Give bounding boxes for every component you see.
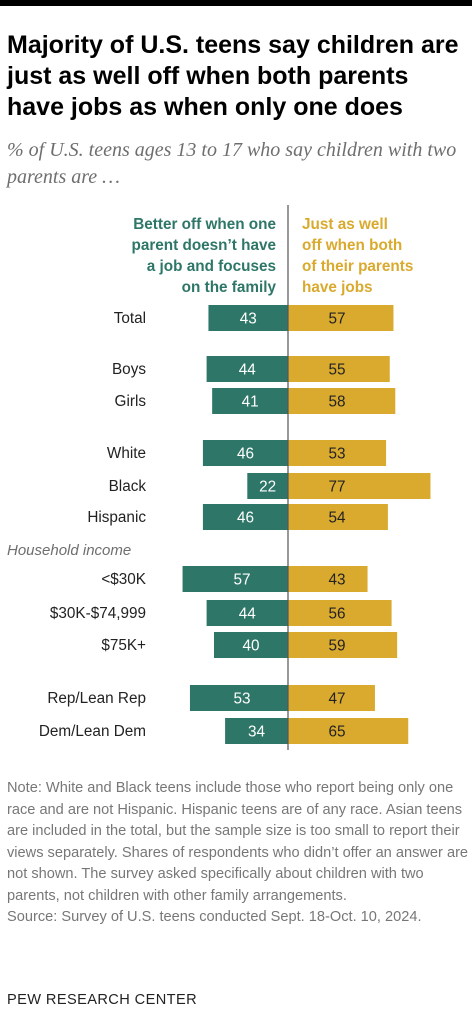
- category-label: Black: [109, 478, 147, 495]
- bar-right: [288, 718, 409, 744]
- category-label: $75K+: [101, 637, 146, 654]
- notes-block: Note: White and Black teens include thos…: [7, 778, 469, 929]
- diverging-bar-chart: Better off when one parent doesn’t have a …: [7, 205, 431, 750]
- legend-right-line: of their parents: [302, 258, 413, 275]
- group-label-household-income: Household income: [7, 542, 131, 559]
- bar-right-value: 59: [328, 638, 345, 655]
- pew-footer: PEW RESEARCH CENTER: [7, 992, 198, 1008]
- bar-left: [182, 566, 288, 592]
- bar-left: [189, 685, 288, 711]
- bar-right: [288, 305, 394, 331]
- note-text: Note: White and Black teens include thos…: [7, 780, 469, 904]
- bar-right-value: 58: [328, 394, 345, 411]
- bar-right-value: 53: [328, 446, 345, 463]
- bar-left: [247, 473, 288, 499]
- category-label: Rep/Lean Rep: [47, 690, 146, 707]
- bar-right-value: 55: [328, 362, 345, 379]
- chart-subtitle: % of U.S. teens ages 13 to 17 who say ch…: [7, 139, 457, 188]
- bar-left: [206, 356, 288, 382]
- bar-right: [288, 388, 396, 414]
- bar-right: [288, 473, 431, 499]
- bar-left-value: 40: [242, 638, 259, 655]
- bar-right-value: 54: [328, 510, 346, 527]
- bar-right: [288, 504, 388, 530]
- bar-right: [288, 600, 392, 626]
- bar-left-value: 44: [239, 606, 257, 623]
- legend-left-line: a job and focuses: [147, 258, 276, 275]
- bar-right-value: 43: [328, 572, 345, 589]
- legend-right-line: off when both: [302, 237, 402, 254]
- bar-right: [288, 632, 398, 658]
- bar-left: [212, 388, 288, 414]
- category-label: White: [107, 445, 146, 462]
- bar-left-value: 44: [239, 362, 257, 379]
- source-text: Source: Survey of U.S. teens conducted S…: [7, 909, 422, 925]
- bar-right-value: 65: [328, 724, 345, 741]
- category-label: <$30K: [101, 571, 146, 588]
- bar-left: [214, 632, 288, 658]
- bar-right-value: 47: [328, 691, 345, 708]
- legend-left-line: parent doesn’t have: [131, 237, 276, 254]
- bar-left-value: 41: [242, 394, 259, 411]
- bar-left-value: 57: [233, 572, 250, 589]
- bar-right: [288, 685, 375, 711]
- legend-right-line: Just as well: [302, 216, 388, 233]
- category-label: Dem/Lean Dem: [39, 723, 146, 740]
- bar-left-value: 46: [237, 510, 254, 527]
- bar-left: [225, 718, 288, 744]
- bar-left-value: 22: [259, 479, 276, 496]
- category-label: Boys: [112, 361, 146, 378]
- bar-right: [288, 356, 390, 382]
- bar-right: [288, 440, 387, 466]
- bar-left-value: 46: [237, 446, 254, 463]
- category-label: Hispanic: [87, 509, 146, 526]
- bar-right-value: 57: [328, 311, 345, 328]
- bar-left: [202, 504, 288, 530]
- chart-title: Majority of U.S. teens say children are …: [7, 31, 459, 121]
- category-label: Total: [114, 310, 146, 327]
- bar-left-value: 34: [248, 724, 266, 741]
- bar-right-value: 77: [328, 479, 345, 496]
- bar-left-value: 53: [233, 691, 250, 708]
- bar-left: [208, 305, 288, 331]
- legend-left-line: Better off when one: [133, 216, 276, 233]
- bar-right-value: 56: [328, 606, 345, 623]
- bar-left: [206, 600, 288, 626]
- category-label: Girls: [115, 393, 147, 410]
- category-label: $30K-$74,999: [50, 605, 146, 622]
- bar-left-value: 43: [240, 311, 257, 328]
- legend-left-line: on the family: [182, 279, 277, 296]
- top-rule: [0, 0, 472, 6]
- bar-right: [288, 566, 368, 592]
- bar-left: [202, 440, 288, 466]
- legend-right-line: have jobs: [302, 279, 373, 296]
